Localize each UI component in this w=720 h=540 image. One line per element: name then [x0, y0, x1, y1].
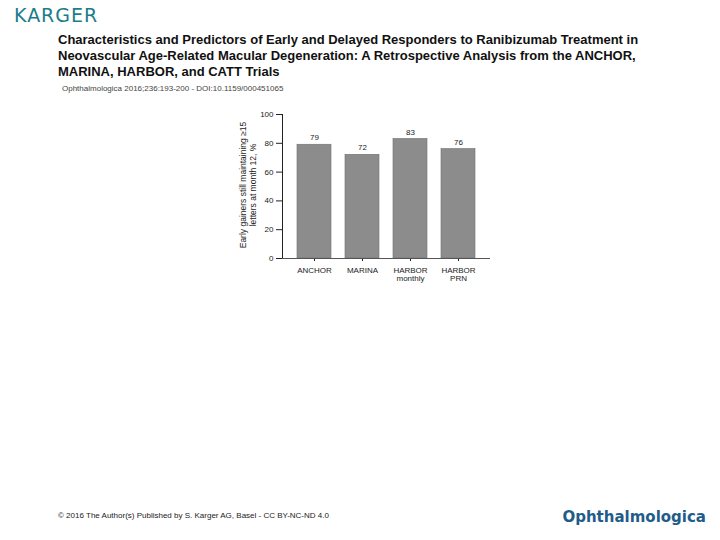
- html-text:Ophthalmologica 2016;236:193-2: Ophthalmologica 2016;236:193-200 - DOI:1…: [62, 84, 284, 93]
- svg-text:20: 20: [265, 225, 274, 234]
- html-text:KARGER: KARGER: [14, 4, 99, 26]
- svg-text:40: 40: [265, 196, 274, 205]
- svg-text:80: 80: [265, 139, 274, 148]
- svg-text:0: 0: [269, 254, 274, 263]
- svg-text:83: 83: [406, 128, 415, 137]
- svg-text:79: 79: [310, 133, 319, 142]
- svg-text:100: 100: [260, 110, 274, 119]
- svg-text:72: 72: [358, 143, 367, 152]
- html-text:Ophthalmologica: Ophthalmologica: [562, 508, 706, 526]
- svg-text:HARBORPRN: HARBORPRN: [441, 266, 475, 283]
- svg-text:HARBORmonthly: HARBORmonthly: [393, 266, 427, 283]
- html-text:Characteristics and Predictors: Characteristics and Predictors of Early …: [58, 32, 639, 79]
- html-text:© 2016 The Author(s) Published: © 2016 The Author(s) Published by S. Kar…: [58, 511, 329, 520]
- svg-text:76: 76: [454, 138, 463, 147]
- svg-text:ANCHOR: ANCHOR: [297, 266, 332, 275]
- html-text:Early gainers still maintainin: Early gainers still maintaining ≥15 lett…: [238, 121, 258, 249]
- svg-text:MARINA: MARINA: [347, 266, 379, 275]
- svg-text:60: 60: [265, 168, 274, 177]
